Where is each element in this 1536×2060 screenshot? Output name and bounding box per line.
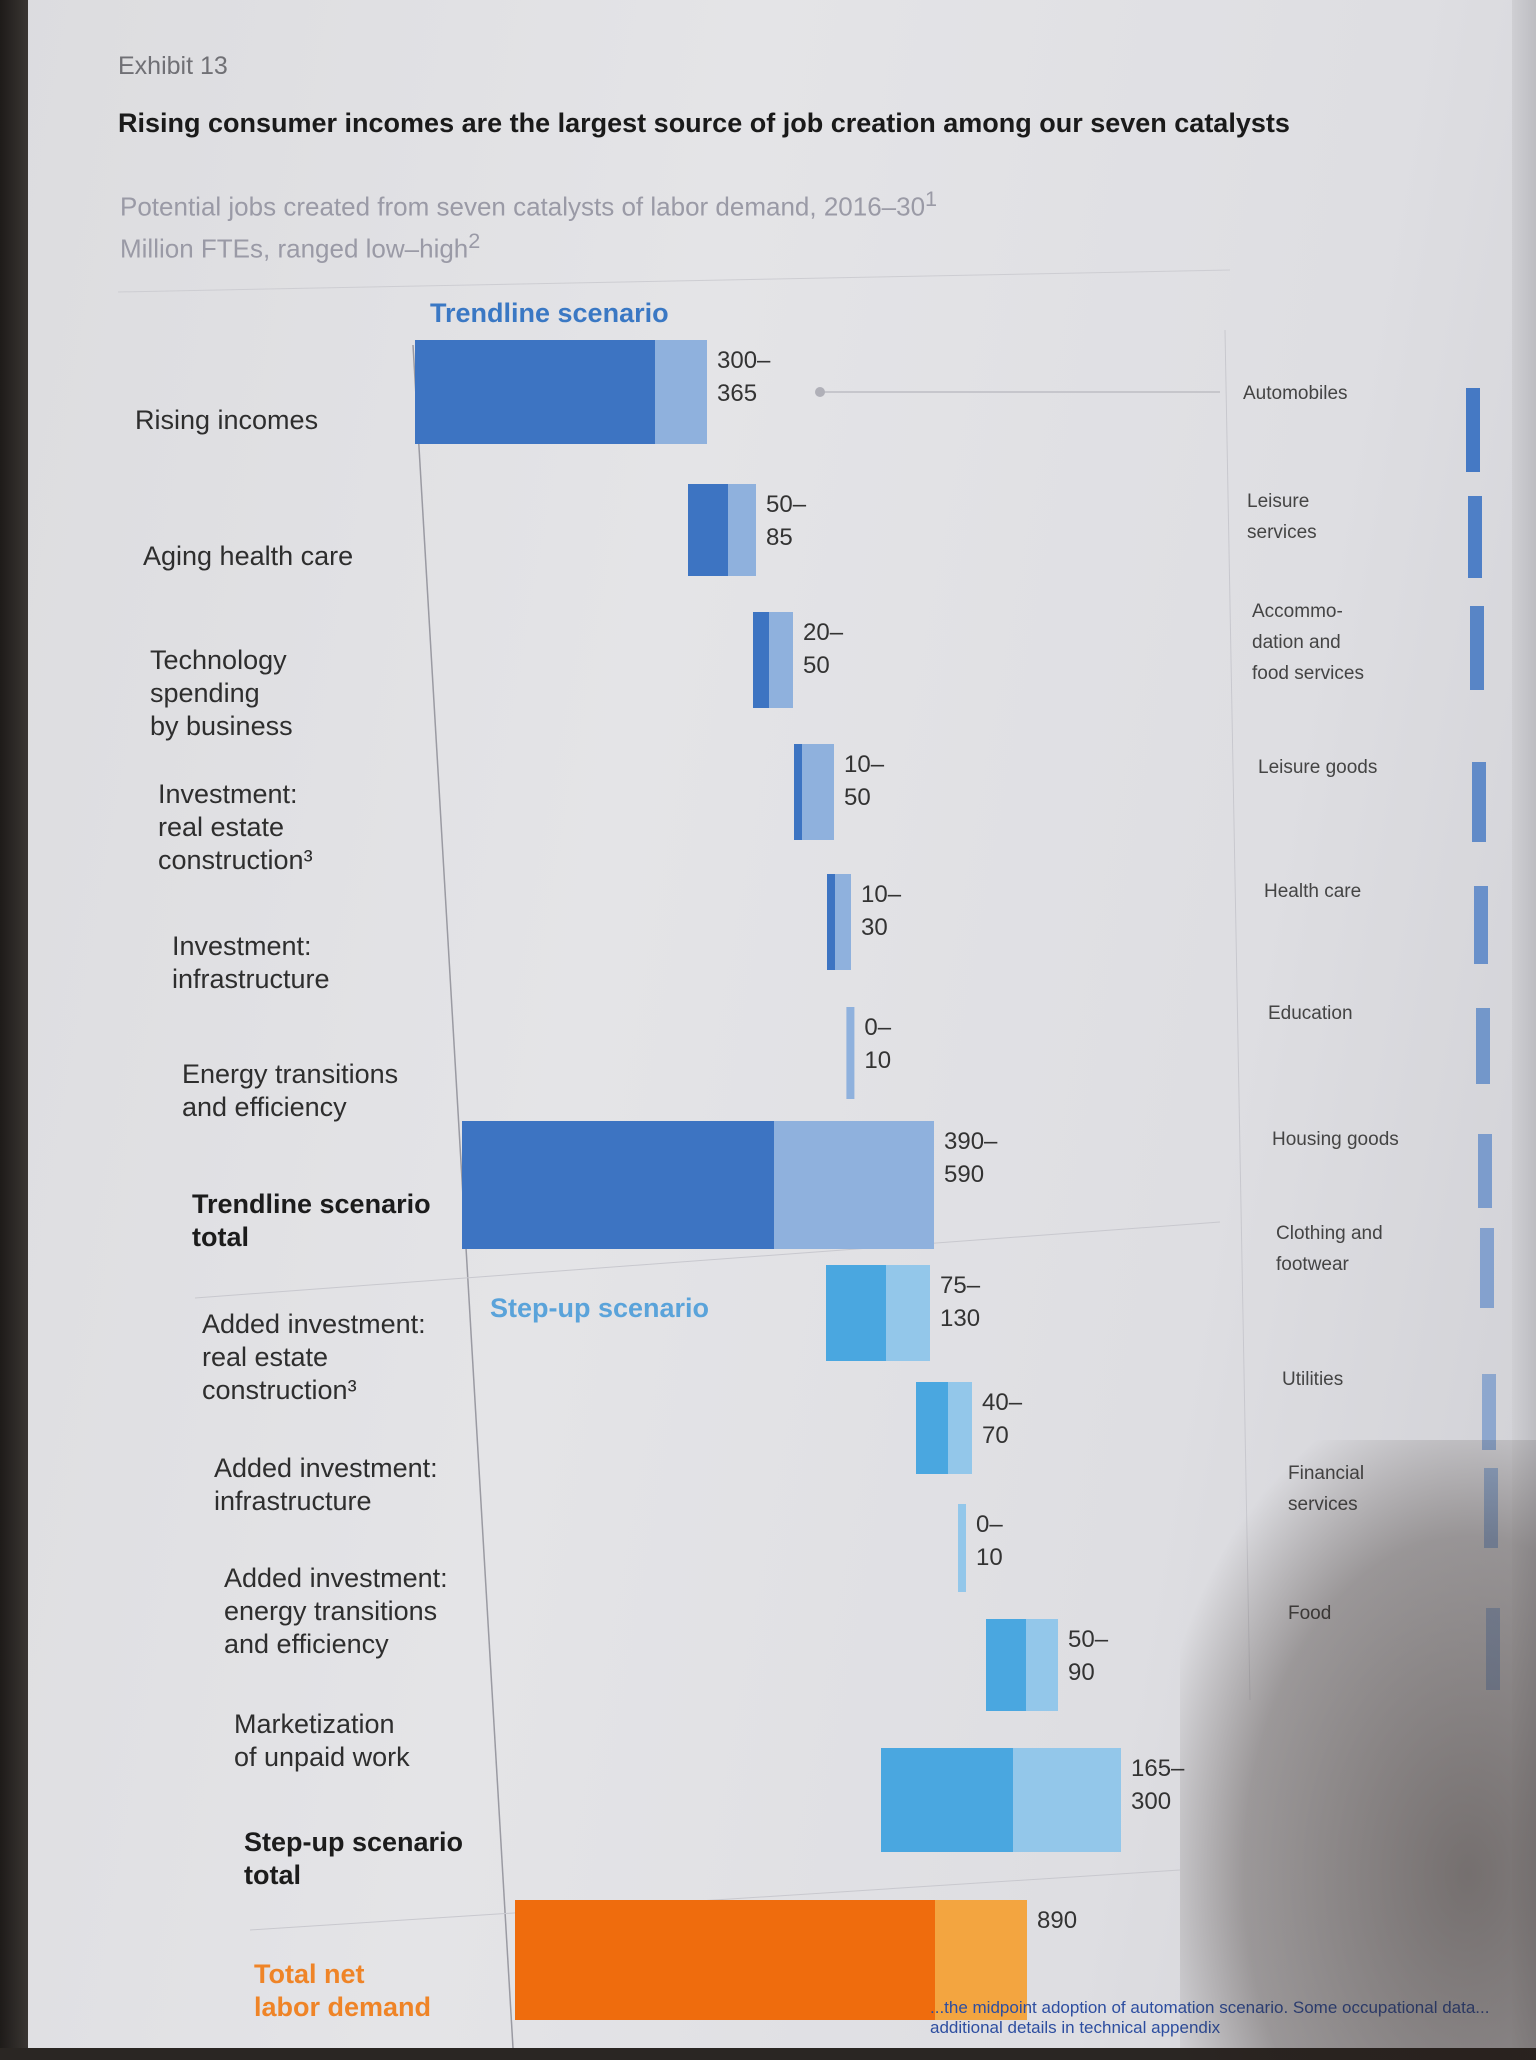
stepup-scenario-label: Step-up scenario <box>490 1293 710 1323</box>
range-label-investment-real-estate: 10– 50 <box>844 751 885 811</box>
trendline-scenario-label: Trendline scenario <box>430 298 669 328</box>
sector-mini-bar-4 <box>1474 886 1488 964</box>
subtitle-line-1: Potential jobs created from seven cataly… <box>120 191 926 222</box>
bar-investment-real-estate-low <box>794 744 802 840</box>
bar-added-energy-high <box>958 1504 966 1592</box>
sector-mini-bar-5 <box>1476 1008 1490 1084</box>
row-label-investment-real-estate: Investment: real estate construction³ <box>158 779 313 875</box>
hand-shadow <box>1180 1440 1536 2060</box>
sector-mini-bar-0 <box>1466 388 1480 472</box>
bar-stepup-total-low <box>881 1748 1013 1852</box>
sector-label-7: Clothing and footwear <box>1276 1223 1383 1275</box>
bar-technology-spending-low <box>753 612 769 708</box>
sector-mini-bar-3 <box>1472 762 1486 842</box>
bar-added-infrastructure-low <box>916 1382 948 1474</box>
bar-aging-health-care-low <box>688 484 728 576</box>
sector-label-5: Education <box>1268 1003 1353 1024</box>
sector-label-6: Housing goods <box>1272 1129 1399 1150</box>
row-label-investment-infrastructure: Investment: infrastructure <box>172 931 330 994</box>
sector-mini-bar-7 <box>1480 1228 1494 1308</box>
exhibit-number: Exhibit 13 <box>118 52 228 80</box>
header-rule <box>117 269 1231 293</box>
subtitle-line-2: Million FTEs, ranged low–high <box>120 233 469 264</box>
sector-mini-bar-8 <box>1482 1374 1496 1450</box>
bar-energy-transitions-high <box>846 1007 855 1099</box>
subtitle-footnote-1: 1 <box>925 186 938 211</box>
range-label-stepup-total: 165– 300 <box>1131 1755 1185 1815</box>
range-label-aging-health-care: 50– 85 <box>766 491 807 551</box>
sector-label-1: Leisure services <box>1247 491 1317 543</box>
bar-investment-infrastructure-low <box>827 874 835 970</box>
row-label-stepup-total: Step-up scenario total <box>244 1827 464 1890</box>
range-label-total-net-labor-demand: 890 <box>1037 1907 1078 1934</box>
range-label-rising-incomes: 300– 365 <box>717 347 771 407</box>
bar-rising-incomes-low <box>415 340 655 444</box>
range-label-added-infrastructure: 40– 70 <box>982 1389 1023 1449</box>
sector-label-4: Health care <box>1264 881 1362 902</box>
bar-total-net-labor-demand-low <box>515 1900 935 2020</box>
sector-mini-bar-1 <box>1468 496 1482 578</box>
sector-mini-bar-6 <box>1478 1134 1492 1208</box>
row-label-technology-spending: Technology spending by business <box>150 645 293 741</box>
sector-label-0: Automobiles <box>1243 383 1348 404</box>
row-label-energy-transitions: Energy transitions and efficiency <box>182 1059 399 1122</box>
sector-connector-dot <box>815 387 825 397</box>
sector-label-3: Leisure goods <box>1258 757 1378 778</box>
sector-mini-bar-2 <box>1470 606 1484 690</box>
bar-marketization-unpaid-work-low <box>986 1619 1026 1711</box>
bar-added-real-estate-low <box>826 1265 886 1361</box>
row-label-aging-health-care: Aging health care <box>143 541 354 571</box>
sector-label-8: Utilities <box>1282 1369 1344 1390</box>
chart-subtitle: Potential jobs created from seven cataly… <box>120 182 937 265</box>
range-label-trendline-total: 390– 590 <box>944 1128 998 1188</box>
row-label-marketization-unpaid-work: Marketization of unpaid work <box>234 1709 410 1772</box>
row-label-rising-incomes: Rising incomes <box>135 405 319 435</box>
bar-trendline-total-low <box>462 1121 774 1249</box>
sector-label-2: Accommo- dation and food services <box>1252 601 1364 684</box>
row-label-added-real-estate: Added investment: real estate constructi… <box>202 1309 426 1405</box>
row-label-added-energy: Added investment: energy transitions and… <box>224 1563 448 1659</box>
scenario-separator <box>194 1221 1221 1299</box>
chart-title: Rising consumer incomes are the largest … <box>118 108 1290 138</box>
book-spine <box>0 0 28 2048</box>
row-label-added-infrastructure: Added investment: infrastructure <box>214 1453 438 1516</box>
range-label-added-real-estate: 75– 130 <box>940 1272 981 1332</box>
range-label-energy-transitions: 0– 10 <box>864 1014 892 1074</box>
range-label-investment-infrastructure: 10– 30 <box>861 881 902 941</box>
range-label-added-energy: 0– 10 <box>976 1511 1003 1571</box>
row-label-trendline-total: Trendline scenario total <box>192 1189 431 1252</box>
range-label-marketization-unpaid-work: 50– 90 <box>1068 1626 1109 1686</box>
row-label-total-net-labor-demand: Total net labor demand <box>254 1959 432 2022</box>
range-label-technology-spending: 20– 50 <box>803 619 844 679</box>
subtitle-footnote-2: 2 <box>468 227 481 253</box>
